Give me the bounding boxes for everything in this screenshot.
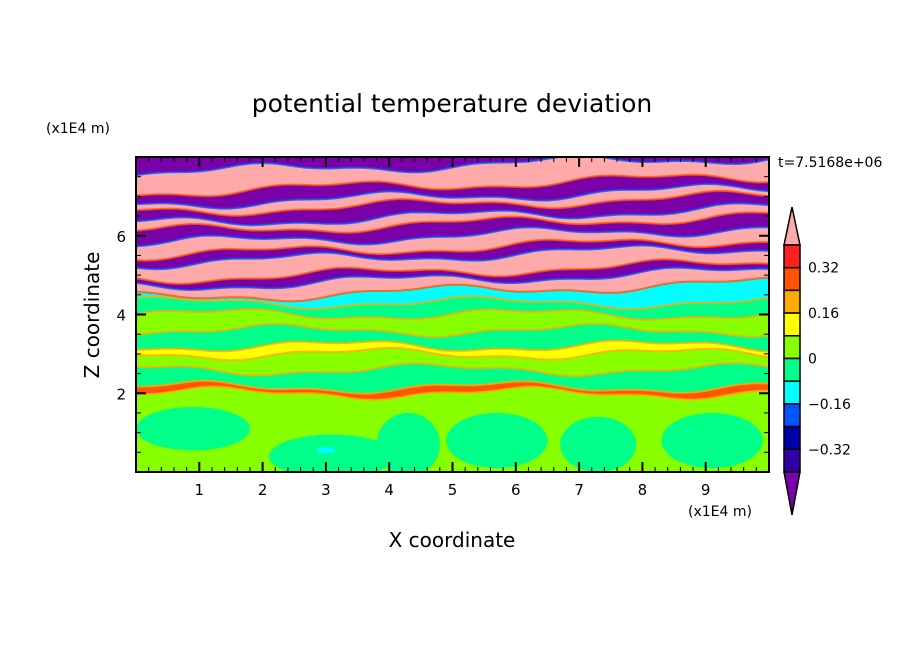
colorbar-swatch [783, 448, 801, 473]
contour-edge [136, 379, 769, 395]
x-tick-label: 2 [258, 481, 268, 499]
contour-edge [136, 295, 769, 311]
colorbar-tick-label: −0.32 [808, 442, 851, 458]
contour-edge [136, 202, 769, 227]
contour-band [136, 203, 769, 233]
x-tick-label: 6 [511, 481, 521, 499]
contour-band [136, 183, 769, 216]
contour-blob [446, 412, 548, 469]
colorbar-tick-label: 0.16 [808, 306, 839, 322]
x-tick-label: 3 [321, 481, 331, 499]
colorbar: 0.32 0.16 0 −0.16 −0.32 [783, 206, 851, 516]
colorbar-tick-label: 0.32 [808, 261, 839, 277]
contour-edge [136, 182, 769, 210]
colorbar-tick-label: 0 [808, 352, 817, 368]
contour-band [136, 347, 769, 377]
contour-edge [136, 346, 769, 362]
contour-band [136, 174, 769, 209]
contour-band [136, 363, 769, 394]
colorbar-swatch [783, 266, 801, 292]
contour-blob [136, 407, 250, 451]
contour-edge [136, 157, 769, 177]
x-tick-label: 9 [701, 481, 711, 499]
contour-blob [268, 434, 396, 472]
y-tick-label: 4 [116, 307, 126, 325]
contour-band [136, 191, 769, 226]
contour-blob [316, 447, 336, 454]
contour-edge [136, 238, 769, 262]
contour-band [136, 245, 769, 284]
x-tick-label: 1 [195, 481, 205, 499]
y-unit-label: (x1E4 m) [46, 121, 110, 137]
colorbar-swatch [783, 289, 801, 314]
contour-band [136, 323, 769, 352]
x-tick-label: 7 [574, 481, 584, 499]
contour-edge [136, 276, 769, 303]
contour-edge [136, 211, 769, 234]
colorbar-extend-high [783, 206, 801, 246]
contour-edge [136, 339, 769, 353]
colorbar-swatch [783, 425, 801, 451]
time-label: t=7.5168e+06 [778, 155, 882, 171]
contour-band [136, 340, 769, 361]
y-tick-label: 2 [116, 385, 126, 403]
contour-edge [136, 189, 769, 217]
x-axis-label: X coordinate [389, 528, 516, 552]
contour-edge [136, 226, 769, 248]
y-axis-label: Z coordinate [80, 252, 104, 379]
contour-edge [136, 322, 769, 338]
contour-field [136, 157, 769, 472]
contour-blob [560, 416, 637, 472]
axes: 1 2 3 4 5 6 7 8 9 2 4 6 [116, 156, 770, 499]
contour-band [136, 259, 769, 290]
contour-band [136, 227, 769, 261]
contour-edge [136, 266, 769, 292]
contour-edge [136, 385, 769, 401]
contour-band [136, 380, 769, 400]
contour-edge [136, 361, 769, 378]
colorbar-swatch [783, 357, 801, 382]
colorbar-swatch [783, 244, 801, 269]
x-tick-label: 4 [384, 481, 394, 499]
x-tick-label: 5 [448, 481, 458, 499]
contour-edge [136, 244, 769, 271]
contour-edge [136, 258, 769, 285]
contour-edge [136, 173, 769, 198]
colorbar-tick-label: −0.16 [808, 397, 851, 413]
contour-blob [376, 412, 440, 472]
contour-edge [136, 308, 769, 321]
colorbar-swatch [783, 380, 801, 405]
y-tick-label: 6 [116, 228, 126, 246]
colorbar-extend-low [783, 471, 801, 516]
colorbar-swatch [783, 312, 801, 337]
colorbar-swatch [783, 403, 801, 428]
contour-blob [661, 412, 763, 469]
x-unit-label: (x1E4 m) [688, 504, 752, 520]
chart-title: potential temperature deviation [252, 89, 652, 118]
colorbar-swatch [783, 335, 801, 360]
x-tick-label: 8 [638, 481, 648, 499]
